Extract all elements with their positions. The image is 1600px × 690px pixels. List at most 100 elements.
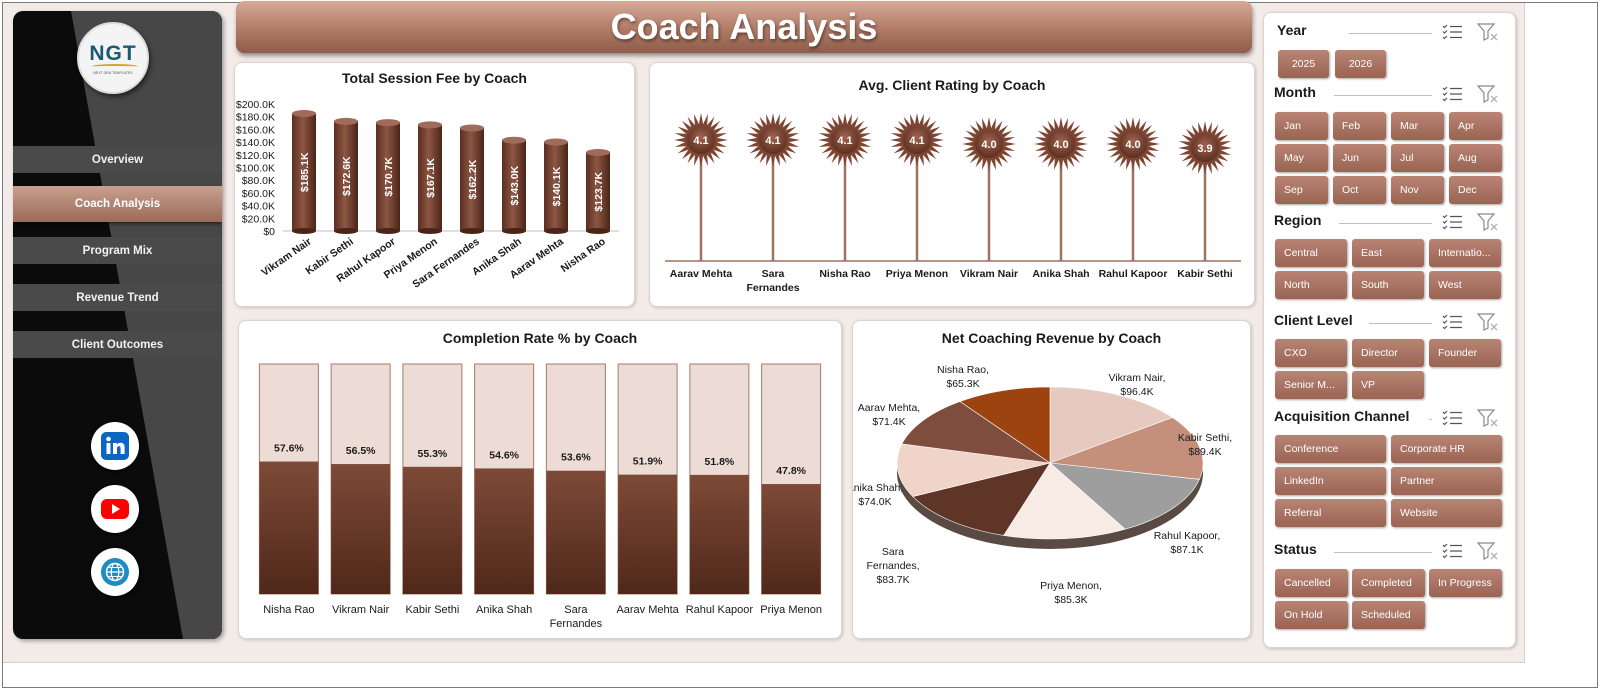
month-filter-sep[interactable]: Sep	[1275, 176, 1328, 204]
nav-overview[interactable]: Overview	[13, 146, 222, 173]
month-filter-aug[interactable]: Aug	[1449, 144, 1502, 172]
acquisition-filter-linkedin[interactable]: LinkedIn	[1275, 467, 1386, 495]
region-filter-west[interactable]: West	[1429, 271, 1501, 299]
y-tick-label: $60.0K	[242, 188, 275, 200]
month-filter-apr[interactable]: Apr	[1449, 112, 1502, 140]
status-filter-cancelled[interactable]: Cancelled	[1275, 569, 1348, 597]
status-filter-scheduled[interactable]: Scheduled	[1352, 601, 1425, 629]
multi-select-icon[interactable]	[1442, 213, 1464, 231]
region-filter-north[interactable]: North	[1275, 271, 1347, 299]
data-label: 47.8%	[776, 465, 806, 477]
pie-data-label: $74.0K	[858, 496, 891, 508]
y-tick-label: $40.0K	[242, 201, 275, 213]
year-slicer-title: Year	[1277, 22, 1307, 38]
month-filter-oct[interactable]: Oct	[1333, 176, 1386, 204]
status-filter-in-progress[interactable]: In Progress	[1429, 569, 1502, 597]
pie-slice-priya-menon	[1003, 462, 1126, 540]
bar-base	[376, 228, 400, 234]
logo-subtext: NEXT GEN TEMPLATES	[93, 71, 133, 75]
region-filter-south[interactable]: South	[1352, 271, 1424, 299]
clear-filter-icon[interactable]	[1476, 85, 1499, 103]
completion-rate-panel: Completion Rate % by Coach 57.6% Nisha Ra…	[238, 320, 842, 639]
rating-marker-priya-menon	[890, 113, 944, 261]
marker-core	[831, 126, 859, 154]
client-level-filter-vp[interactable]: VP	[1352, 371, 1424, 399]
rating-marker-aarav-mehta	[674, 113, 728, 261]
region-filter-internatio[interactable]: Internatio...	[1429, 239, 1501, 267]
month-filter-jun[interactable]: Jun	[1333, 144, 1386, 172]
nav-coach-analysis[interactable]: Coach Analysis	[13, 186, 222, 222]
month-filter-may[interactable]: May	[1275, 144, 1328, 172]
session-fee-panel: Total Session Fee by Coach $200.0K $180.0…	[234, 62, 635, 307]
month-filter-mar[interactable]: Mar	[1391, 112, 1444, 140]
pie-data-label: $85.3K	[1054, 594, 1087, 606]
linkedin-icon[interactable]	[91, 422, 139, 470]
multi-select-icon[interactable]	[1442, 313, 1464, 331]
bar-fill	[546, 470, 606, 594]
multi-select-icon[interactable]	[1442, 409, 1464, 427]
slicer-divider	[1429, 419, 1432, 420]
globe-icon[interactable]	[91, 548, 139, 596]
month-filter-jul[interactable]: Jul	[1391, 144, 1444, 172]
acquisition-filter-conference[interactable]: Conference	[1275, 435, 1386, 463]
bar-fill	[474, 468, 534, 594]
multi-select-icon[interactable]	[1442, 542, 1464, 560]
marker-core	[1191, 134, 1219, 162]
year-filter-2025[interactable]: 2025	[1278, 50, 1329, 78]
client-level-filter-senior-m[interactable]: Senior M...	[1275, 371, 1347, 399]
y-tick-label: $80.0K	[242, 175, 275, 187]
bar-kabir-sethi	[402, 363, 463, 595]
youtube-icon[interactable]	[91, 485, 139, 533]
bar-body	[292, 113, 316, 231]
month-filter-nov[interactable]: Nov	[1391, 176, 1444, 204]
acquisition-filter-partner[interactable]: Partner	[1391, 467, 1502, 495]
pie-slice-kabir-sethi	[1049, 417, 1204, 480]
status-filter-on-hold[interactable]: On Hold	[1275, 601, 1348, 629]
acquisition-slicer-title: Acquisition Channel	[1274, 408, 1410, 424]
clear-filter-icon[interactable]	[1476, 313, 1499, 331]
bar-fill	[331, 464, 391, 594]
client-rating-panel: Avg. Client Rating by Coach 4.1 Aarav Meh…	[649, 62, 1255, 307]
clear-filter-icon[interactable]	[1476, 213, 1499, 231]
clear-filter-icon[interactable]	[1476, 23, 1499, 41]
page-title: Coach Analysis	[610, 6, 878, 47]
client-level-filter-founder[interactable]: Founder	[1429, 339, 1501, 367]
region-filter-east[interactable]: East	[1352, 239, 1424, 267]
nav-client-outcomes[interactable]: Client Outcomes	[13, 331, 222, 358]
bar-fill	[618, 474, 678, 594]
clear-filter-icon[interactable]	[1476, 409, 1499, 427]
acquisition-filter-website[interactable]: Website	[1391, 499, 1502, 527]
logo: NGT NEXT GEN TEMPLATES	[77, 22, 149, 94]
client-level-filter-cxo[interactable]: CXO	[1275, 339, 1347, 367]
month-slicer-title: Month	[1274, 84, 1316, 100]
slicer-divider	[1334, 552, 1432, 553]
multi-select-icon[interactable]	[1442, 23, 1464, 41]
year-filter-2026[interactable]: 2026	[1335, 50, 1386, 78]
nav-program-mix[interactable]: Program Mix	[13, 237, 222, 264]
page-title-bar: Coach Analysis	[236, 1, 1252, 53]
pie-data-label: $96.4K	[1120, 386, 1153, 398]
acquisition-filter-referral[interactable]: Referral	[1275, 499, 1386, 527]
month-filter-feb[interactable]: Feb	[1333, 112, 1386, 140]
acquisition-filter-corporate-hr[interactable]: Corporate HR	[1391, 435, 1502, 463]
slicer-divider	[1334, 95, 1432, 96]
month-filter-dec[interactable]: Dec	[1449, 176, 1502, 204]
data-label: 55.3%	[417, 448, 447, 460]
status-filter-completed[interactable]: Completed	[1352, 569, 1425, 597]
bar-base	[292, 228, 316, 234]
rating-marker-vikram-nair	[962, 117, 1016, 261]
pie-data-label: Fernandes,	[866, 560, 919, 572]
net-revenue-title: Net Coaching Revenue by Coach	[941, 330, 1162, 346]
bar-cap	[586, 148, 610, 156]
month-filter-jan[interactable]: Jan	[1275, 112, 1328, 140]
nav-revenue-trend[interactable]: Revenue Trend	[13, 284, 222, 311]
bar-fill	[689, 474, 749, 594]
client-level-filter-director[interactable]: Director	[1352, 339, 1424, 367]
multi-select-icon[interactable]	[1442, 85, 1464, 103]
region-filter-central[interactable]: Central	[1275, 239, 1347, 267]
data-label: 56.5%	[346, 445, 376, 457]
clear-filter-icon[interactable]	[1476, 542, 1499, 560]
data-label: $143.0K	[509, 165, 521, 205]
marker-core	[975, 130, 1003, 158]
x-tick-label: Vikram Nair	[960, 268, 1018, 280]
